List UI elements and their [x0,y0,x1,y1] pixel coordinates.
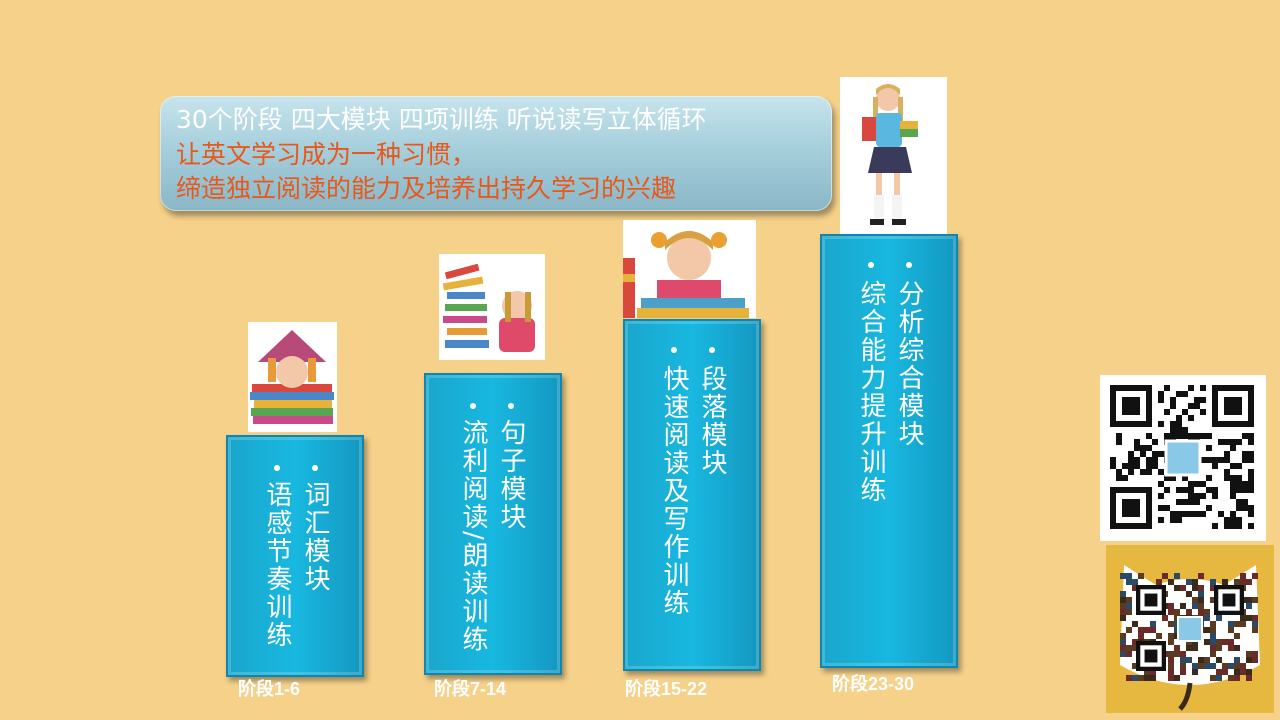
stage-4-training: 综合能力提升训练 [856,280,886,504]
stage-1-training: 语感节奏训练 [262,481,292,649]
banner-line-1: 30个阶段 四大模块 四项训练 听说读写立体循环 [176,105,707,134]
stage-column-1: 词汇模块 语感节奏训练 [226,435,364,677]
cat-shaped-qr-code-icon [1106,545,1274,713]
stage-2-module: 句子模块 [496,419,526,531]
girl-with-books-photo-1 [248,322,337,432]
bullet-icon [709,347,715,353]
bullet-icon [906,262,912,268]
qr-code-icon [1100,375,1266,541]
girl-with-books-photo-2 [439,254,545,360]
stage-column-2: 句子模块 流利阅读/朗读训练 [424,373,562,675]
bullet-icon [868,262,874,268]
stage-2-training: 流利阅读/朗读训练 [458,419,488,654]
stage-column-4: 分析综合模块 综合能力提升训练 [820,234,958,668]
stage-3-label: 阶段15-22 [625,679,708,699]
stage-column-3: 段落模块 快速阅读及写作训练 [623,319,761,671]
banner-line-3: 缔造独立阅读的能力及培养出持久学习的兴趣 [176,174,677,203]
stage-3-training: 快速阅读及写作训练 [659,365,689,617]
banner-line-2: 让英文学习成为一种习惯， [176,140,477,169]
bullet-icon [312,465,318,471]
stage-4-module: 分析综合模块 [894,280,924,448]
stage-3-module: 段落模块 [697,365,727,477]
stage-1-module: 词汇模块 [300,481,330,593]
bullet-icon [508,403,514,409]
banner-box: 30个阶段 四大模块 四项训练 听说读写立体循环 让英文学习成为一种习惯， 缔造… [160,96,832,211]
bullet-icon [274,465,280,471]
bullet-icon [671,347,677,353]
girl-with-books-photo-3 [623,220,756,318]
stage-1-label: 阶段1-6 [238,679,301,699]
stage-4-label: 阶段23-30 [832,674,915,694]
girl-with-books-photo-4 [840,77,947,236]
stage-2-label: 阶段7-14 [434,679,507,699]
bullet-icon [470,403,476,409]
